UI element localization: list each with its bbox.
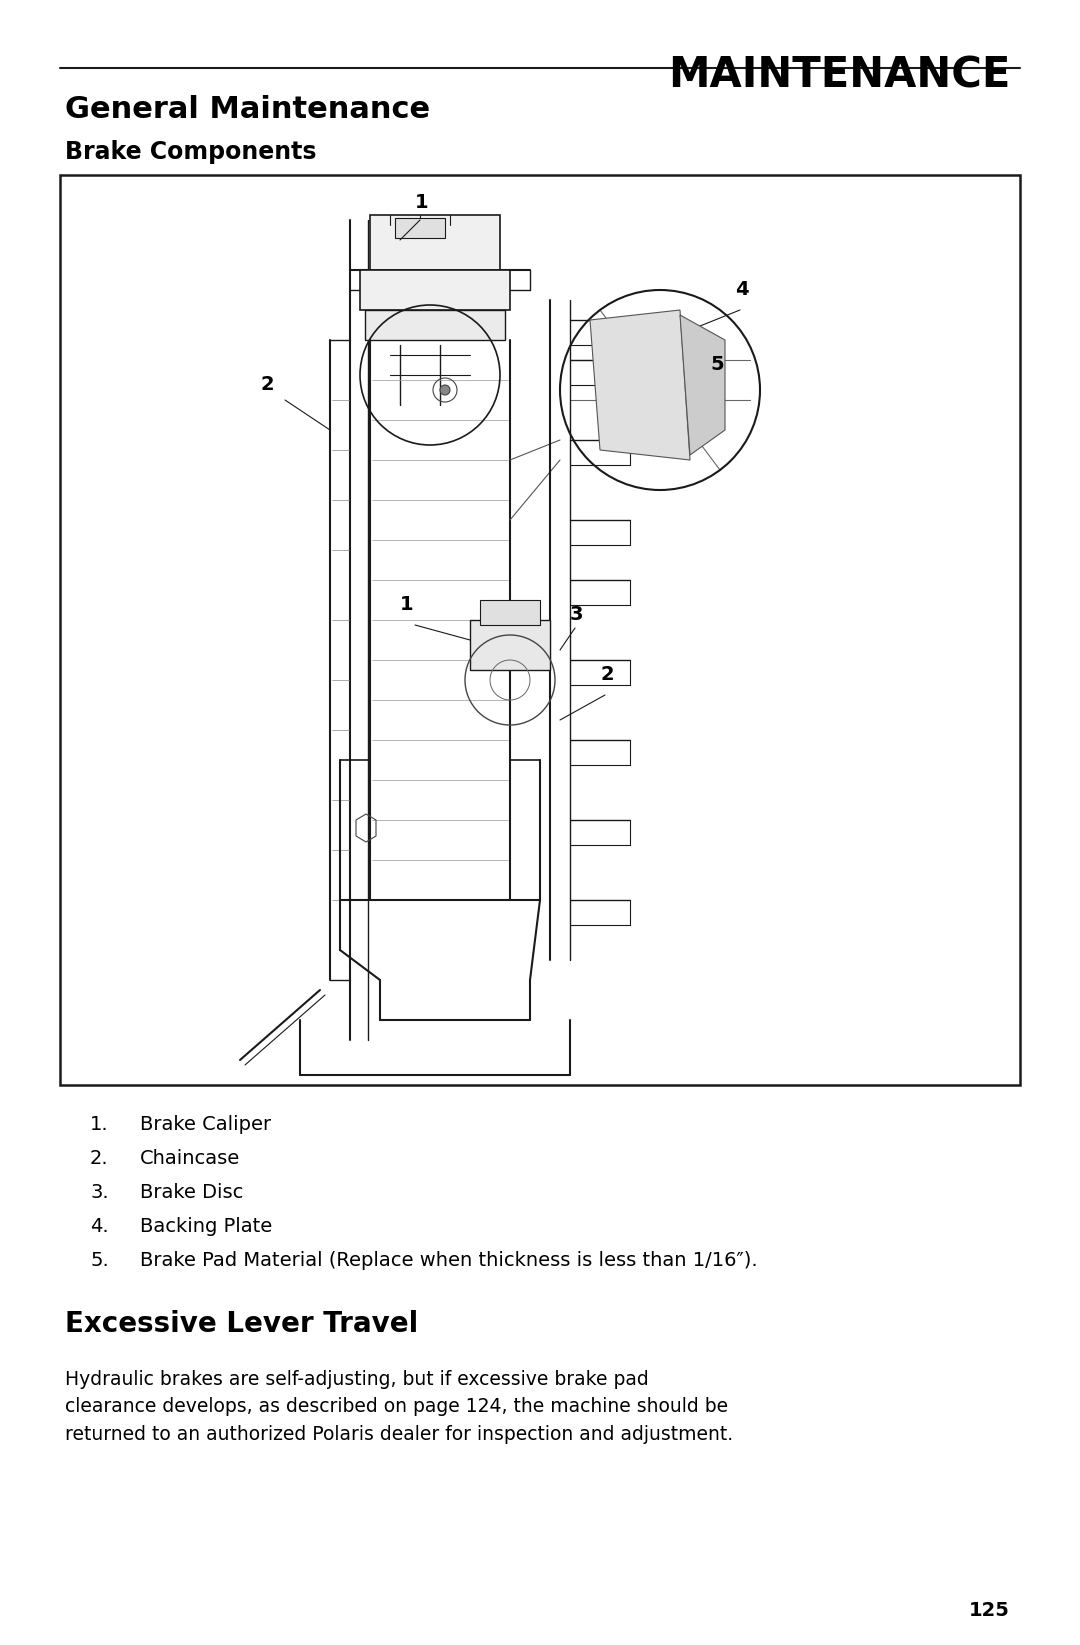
Text: 2: 2 (260, 375, 273, 395)
Text: 5.: 5. (90, 1250, 109, 1270)
Text: Brake Components: Brake Components (65, 140, 316, 165)
Text: 2: 2 (600, 665, 613, 684)
Text: Brake Pad Material (Replace when thickness is less than 1/16″).: Brake Pad Material (Replace when thickne… (140, 1250, 758, 1270)
Bar (480, 600, 540, 625)
Text: Brake Disc: Brake Disc (140, 1183, 243, 1202)
Circle shape (440, 385, 450, 395)
Bar (470, 620, 550, 670)
Text: 4: 4 (735, 280, 748, 299)
Text: 2.: 2. (90, 1148, 109, 1168)
Text: 1: 1 (415, 192, 429, 212)
Bar (395, 219, 445, 239)
Bar (365, 309, 505, 341)
Polygon shape (590, 309, 690, 461)
Text: 125: 125 (969, 1601, 1010, 1620)
Text: Chaincase: Chaincase (140, 1148, 240, 1168)
Text: 4.: 4. (90, 1217, 109, 1235)
Polygon shape (680, 314, 725, 456)
Text: 3.: 3. (90, 1183, 109, 1202)
Text: 3: 3 (570, 605, 583, 623)
Text: Backing Plate: Backing Plate (140, 1217, 272, 1235)
Text: MAINTENANCE: MAINTENANCE (667, 54, 1010, 97)
Bar (370, 215, 500, 270)
Text: General Maintenance: General Maintenance (65, 95, 430, 123)
Bar (60, 174, 1020, 1086)
Text: Hydraulic brakes are self-adjusting, but if excessive brake pad
clearance develo: Hydraulic brakes are self-adjusting, but… (65, 1370, 733, 1444)
Text: 1: 1 (400, 595, 414, 614)
Text: Excessive Lever Travel: Excessive Lever Travel (65, 1309, 418, 1337)
Text: Brake Caliper: Brake Caliper (140, 1115, 271, 1133)
Text: 5: 5 (710, 355, 724, 373)
Text: 1.: 1. (90, 1115, 109, 1133)
Bar (360, 270, 510, 309)
